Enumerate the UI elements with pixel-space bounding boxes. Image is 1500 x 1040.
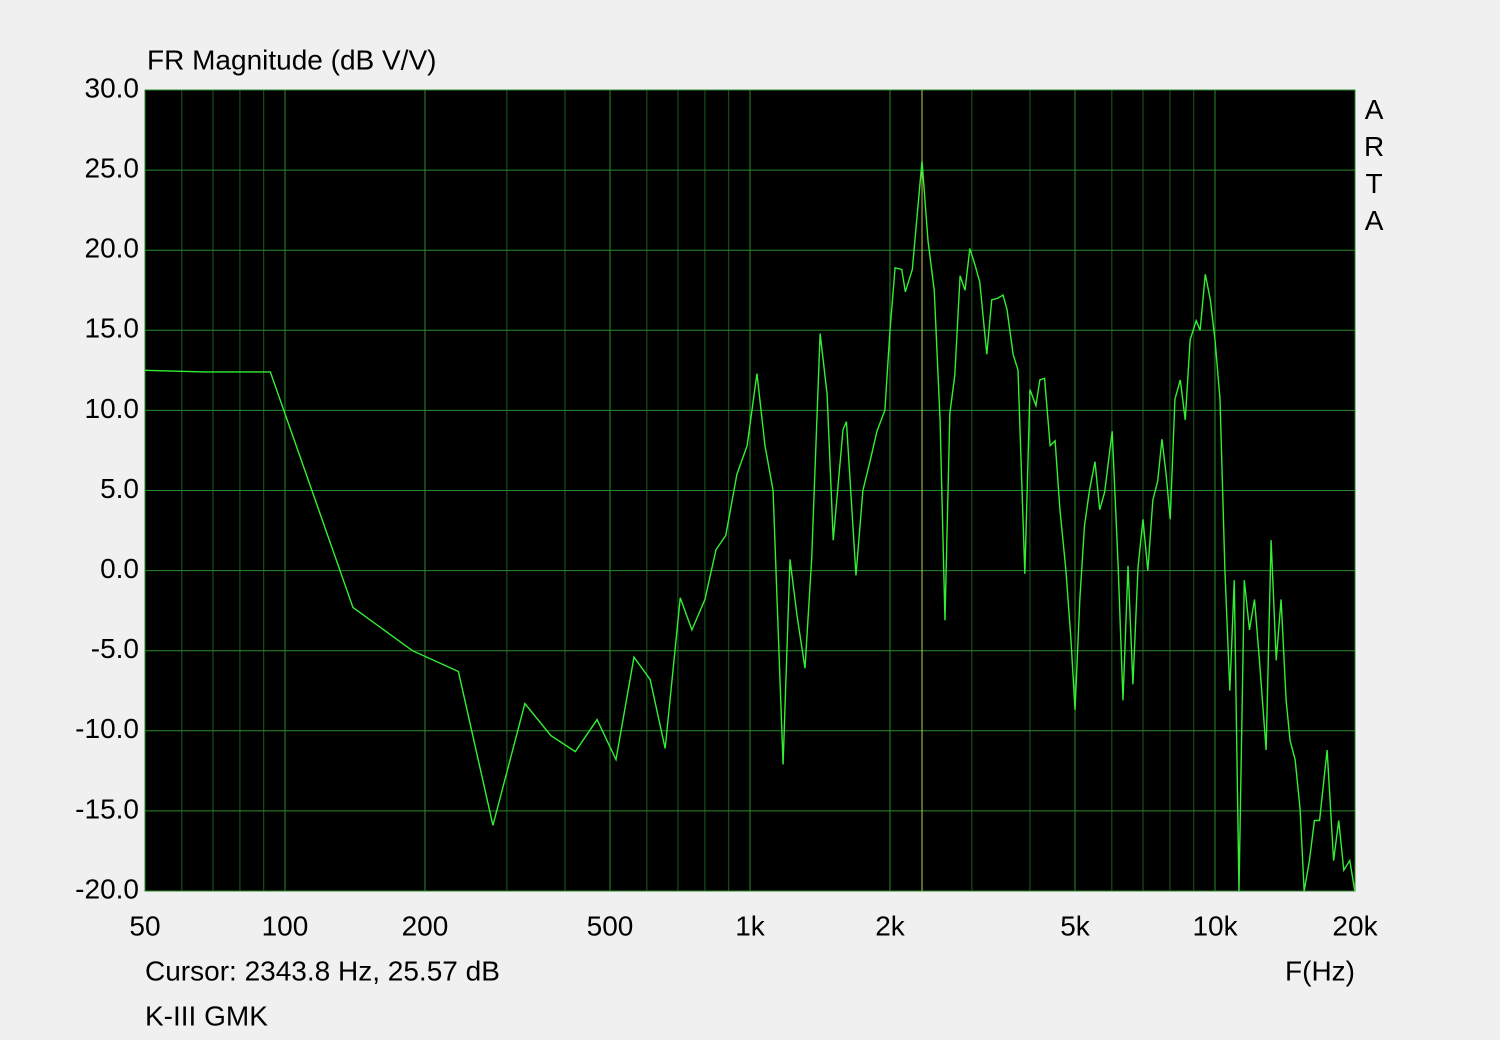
y-tick-label: 30.0 [85, 72, 140, 103]
x-tick-label: 1k [735, 910, 766, 941]
x-tick-label: 200 [402, 910, 449, 941]
y-tick-label: 25.0 [85, 152, 140, 183]
y-tick-label: 20.0 [85, 233, 140, 264]
y-tick-label: 10.0 [85, 393, 140, 424]
y-tick-label: 0.0 [100, 553, 139, 584]
legend-entry: K-III GMK [145, 1000, 268, 1031]
x-tick-label: 500 [587, 910, 634, 941]
y-tick-label: 15.0 [85, 313, 140, 344]
y-tick-label: -5.0 [91, 633, 139, 664]
x-tick-label: 20k [1332, 910, 1378, 941]
y-tick-label: 5.0 [100, 473, 139, 504]
x-tick-label: 10k [1192, 910, 1238, 941]
watermark: ARTA [1359, 94, 1390, 242]
chart-title: FR Magnitude (dB V/V) [147, 44, 436, 75]
y-tick-label: -20.0 [75, 873, 139, 904]
plot-border [144, 89, 1356, 892]
y-tick-label: -10.0 [75, 713, 139, 744]
x-tick-label: 2k [875, 910, 906, 941]
y-tick-label: -15.0 [75, 793, 139, 824]
x-axis-label: F(Hz) [1285, 955, 1355, 986]
data-line [145, 160, 1355, 891]
x-tick-label: 5k [1060, 910, 1091, 941]
x-tick-label: 100 [262, 910, 309, 941]
cursor-readout: Cursor: 2343.8 Hz, 25.57 dB [145, 955, 500, 986]
x-tick-label: 50 [129, 910, 160, 941]
